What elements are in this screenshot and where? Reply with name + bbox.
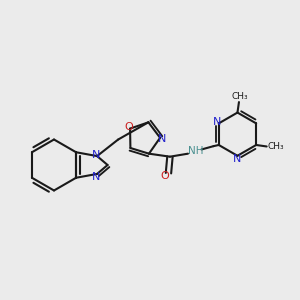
- Text: O: O: [160, 171, 169, 181]
- Text: CH₃: CH₃: [267, 142, 284, 151]
- Text: N: N: [92, 150, 100, 160]
- Text: CH₃: CH₃: [231, 92, 248, 101]
- Text: O: O: [124, 122, 133, 132]
- Text: N: N: [213, 117, 221, 127]
- Text: N: N: [233, 154, 242, 164]
- Text: N: N: [92, 172, 100, 182]
- Text: N: N: [158, 134, 166, 144]
- Text: NH: NH: [188, 146, 203, 156]
